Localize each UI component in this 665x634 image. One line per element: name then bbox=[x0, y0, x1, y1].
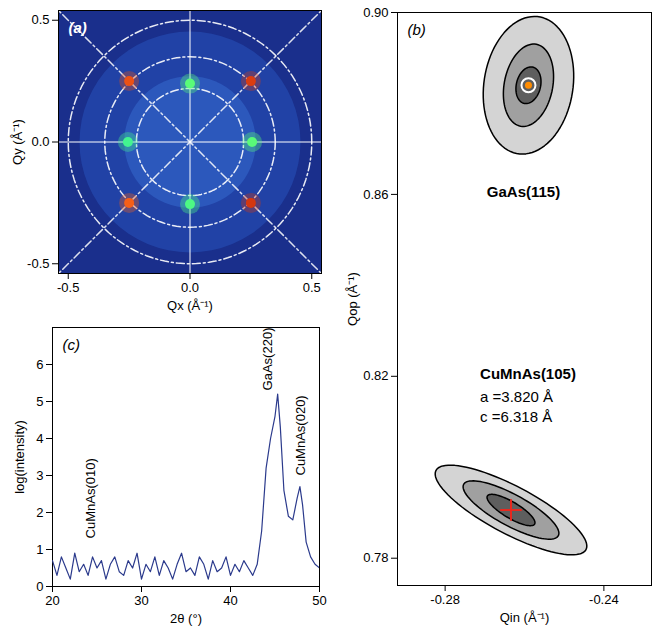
svg-text:CuMnAs(105): CuMnAs(105) bbox=[480, 365, 576, 382]
svg-text:4: 4 bbox=[36, 431, 43, 446]
svg-text:0.0: 0.0 bbox=[181, 280, 199, 295]
svg-text:Qy (Å⁻¹): Qy (Å⁻¹) bbox=[10, 119, 25, 165]
svg-text:0.82: 0.82 bbox=[363, 368, 388, 383]
svg-text:-0.28: -0.28 bbox=[430, 592, 460, 607]
svg-text:Qop (Å⁻¹): Qop (Å⁻¹) bbox=[345, 272, 360, 326]
svg-text:a =3.820 Å: a =3.820 Å bbox=[480, 388, 553, 405]
svg-text:30: 30 bbox=[134, 593, 148, 608]
svg-text:0.86: 0.86 bbox=[363, 187, 388, 202]
svg-text:6: 6 bbox=[36, 357, 43, 372]
svg-text:0.5: 0.5 bbox=[31, 12, 49, 27]
svg-text:CuMnAs(010): CuMnAs(010) bbox=[83, 458, 98, 538]
svg-text:GaAs(115): GaAs(115) bbox=[487, 183, 560, 200]
svg-text:20: 20 bbox=[45, 593, 59, 608]
svg-text:40: 40 bbox=[223, 593, 237, 608]
svg-text:-0.5: -0.5 bbox=[57, 280, 79, 295]
svg-text:Qx (Å⁻¹): Qx (Å⁻¹) bbox=[167, 298, 213, 313]
svg-text:Qin (Å⁻¹): Qin (Å⁻¹) bbox=[500, 610, 550, 625]
svg-text:3: 3 bbox=[36, 468, 43, 483]
svg-text:CuMnAs(020): CuMnAs(020) bbox=[293, 395, 308, 475]
svg-text:(b): (b) bbox=[408, 21, 426, 38]
svg-text:(a): (a) bbox=[69, 19, 87, 36]
svg-text:-0.24: -0.24 bbox=[589, 592, 619, 607]
svg-text:0.5: 0.5 bbox=[303, 280, 321, 295]
svg-text:0: 0 bbox=[36, 579, 43, 594]
svg-text:50: 50 bbox=[312, 593, 326, 608]
svg-text:GaAs(220): GaAs(220) bbox=[260, 328, 275, 391]
svg-text:c =6.318 Å: c =6.318 Å bbox=[480, 408, 552, 425]
svg-text:(c): (c) bbox=[63, 336, 81, 353]
svg-text:-0.5: -0.5 bbox=[27, 256, 49, 271]
svg-text:log(intensity): log(intensity) bbox=[12, 420, 27, 494]
svg-text:5: 5 bbox=[36, 394, 43, 409]
svg-text:0.90: 0.90 bbox=[363, 5, 388, 20]
svg-text:2θ (°): 2θ (°) bbox=[170, 611, 202, 626]
svg-text:2: 2 bbox=[36, 505, 43, 520]
svg-text:0.0: 0.0 bbox=[31, 134, 49, 149]
svg-text:1: 1 bbox=[36, 542, 43, 557]
svg-text:0.78: 0.78 bbox=[363, 550, 388, 565]
